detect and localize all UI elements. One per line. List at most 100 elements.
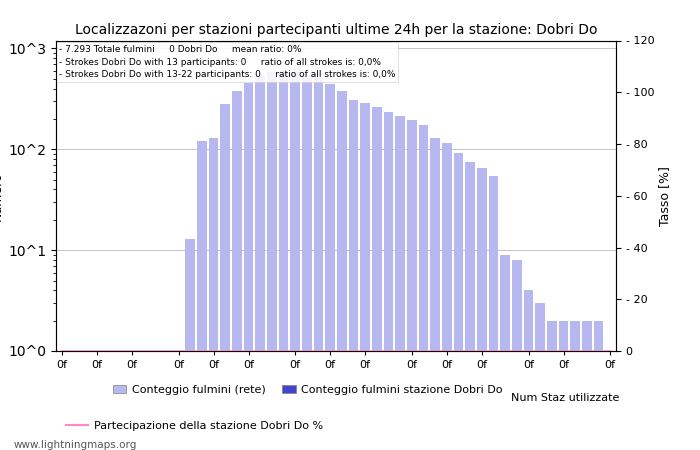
Text: Num Staz utilizzate: Num Staz utilizzate: [511, 393, 620, 403]
Bar: [337, 351, 346, 450]
Bar: [547, 321, 556, 450]
Text: - 7.293 Totale fulmini     0 Dobri Do     mean ratio: 0%
- Strokes Dobri Do with: - 7.293 Totale fulmini 0 Dobri Do mean r…: [59, 45, 395, 79]
Partecipazione della stazione Dobri Do %: [524, 348, 533, 354]
Text: www.lightningmaps.org: www.lightningmaps.org: [14, 440, 137, 450]
Bar: [116, 351, 125, 450]
Bar: [279, 71, 288, 450]
Bar: [512, 260, 522, 450]
Bar: [606, 351, 615, 450]
Bar: [419, 125, 428, 450]
Partecipazione della stazione Dobri Do %: [279, 348, 288, 354]
Bar: [547, 351, 556, 450]
Bar: [559, 321, 568, 450]
Partecipazione della stazione Dobri Do %: [81, 348, 90, 354]
Bar: [442, 351, 452, 450]
Bar: [606, 351, 615, 450]
Bar: [524, 351, 533, 450]
Bar: [430, 138, 440, 450]
Bar: [197, 141, 206, 450]
Bar: [500, 255, 510, 450]
Bar: [384, 112, 393, 450]
Bar: [209, 351, 218, 450]
Partecipazione della stazione Dobri Do %: [221, 348, 230, 354]
Bar: [244, 351, 253, 450]
Partecipazione della stazione Dobri Do %: [256, 348, 265, 354]
Partecipazione della stazione Dobri Do %: [454, 348, 463, 354]
Bar: [489, 351, 498, 450]
Partecipazione della stazione Dobri Do %: [92, 348, 101, 354]
Bar: [372, 351, 382, 450]
Partecipazione della stazione Dobri Do %: [442, 348, 451, 354]
Partecipazione della stazione Dobri Do %: [244, 348, 253, 354]
Partecipazione della stazione Dobri Do %: [57, 348, 66, 354]
Bar: [104, 351, 113, 450]
Bar: [466, 351, 475, 450]
Partecipazione della stazione Dobri Do %: [267, 348, 276, 354]
Bar: [92, 351, 102, 450]
Bar: [220, 351, 230, 450]
Bar: [395, 116, 405, 450]
Partecipazione della stazione Dobri Do %: [489, 348, 498, 354]
Bar: [594, 351, 603, 450]
Partecipazione della stazione Dobri Do %: [419, 348, 428, 354]
Partecipazione della stazione Dobri Do %: [559, 348, 568, 354]
Bar: [92, 351, 102, 450]
Bar: [127, 351, 136, 450]
Bar: [512, 351, 522, 450]
Bar: [209, 138, 218, 450]
Bar: [349, 351, 358, 450]
Bar: [267, 72, 276, 450]
Bar: [454, 351, 463, 450]
Bar: [220, 104, 230, 450]
Bar: [290, 72, 300, 450]
Bar: [256, 76, 265, 450]
Bar: [69, 351, 78, 450]
Partecipazione della stazione Dobri Do %: [349, 348, 358, 354]
Bar: [477, 351, 486, 450]
Bar: [419, 351, 428, 450]
Bar: [454, 153, 463, 450]
Bar: [489, 176, 498, 450]
Partecipazione della stazione Dobri Do %: [594, 348, 603, 354]
Bar: [116, 351, 125, 450]
Bar: [314, 351, 323, 450]
Bar: [57, 351, 66, 450]
Partecipazione della stazione Dobri Do %: [606, 348, 615, 354]
Bar: [524, 290, 533, 450]
Y-axis label: Numero: Numero: [0, 171, 4, 220]
Bar: [197, 351, 206, 450]
Partecipazione della stazione Dobri Do %: [582, 348, 591, 354]
Partecipazione della stazione Dobri Do %: [501, 348, 510, 354]
Partecipazione della stazione Dobri Do %: [127, 348, 136, 354]
Partecipazione della stazione Dobri Do %: [361, 348, 370, 354]
Bar: [500, 351, 510, 450]
Partecipazione della stazione Dobri Do %: [512, 348, 521, 354]
Bar: [139, 351, 148, 450]
Bar: [466, 162, 475, 450]
Partecipazione della stazione Dobri Do %: [139, 348, 148, 354]
Partecipazione della stazione Dobri Do %: [314, 348, 323, 354]
Title: Localizzazoni per stazioni partecipanti ultime 24h per la stazione: Dobri Do: Localizzazoni per stazioni partecipanti …: [75, 22, 597, 36]
Partecipazione della stazione Dobri Do %: [186, 348, 195, 354]
Partecipazione della stazione Dobri Do %: [302, 348, 311, 354]
Bar: [256, 351, 265, 450]
Bar: [570, 321, 580, 450]
Bar: [570, 351, 580, 450]
Partecipazione della stazione Dobri Do %: [396, 348, 405, 354]
Bar: [582, 321, 591, 450]
Bar: [186, 351, 195, 450]
Bar: [162, 351, 172, 450]
Partecipazione della stazione Dobri Do %: [162, 348, 171, 354]
Partecipazione della stazione Dobri Do %: [174, 348, 183, 354]
Partecipazione della stazione Dobri Do %: [372, 348, 381, 354]
Bar: [232, 351, 242, 450]
Partecipazione della stazione Dobri Do %: [337, 348, 346, 354]
Bar: [290, 351, 300, 450]
Bar: [139, 351, 148, 450]
Bar: [279, 351, 288, 450]
Bar: [559, 351, 568, 450]
Bar: [536, 303, 545, 450]
Bar: [80, 351, 90, 450]
Bar: [57, 351, 66, 450]
Bar: [150, 351, 160, 450]
